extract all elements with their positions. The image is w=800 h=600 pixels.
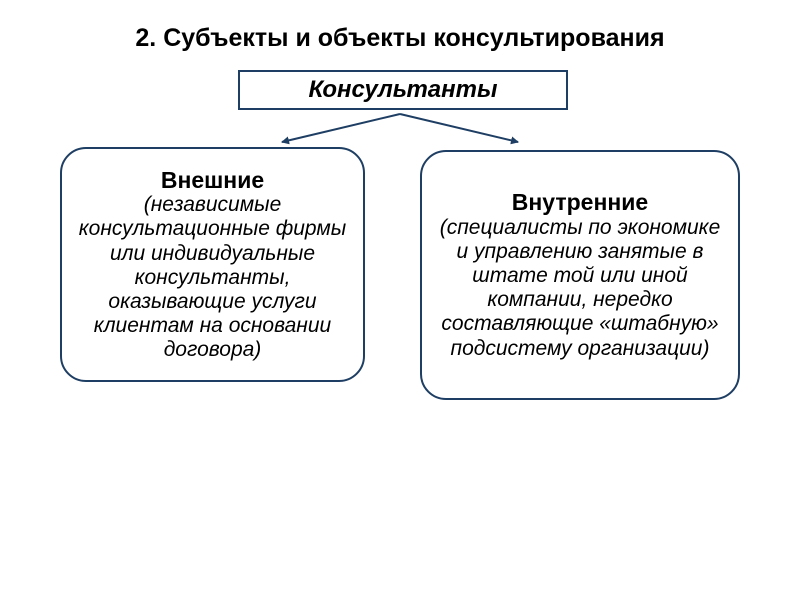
child-desc-internal: (специалисты по экономике и управлению з…: [436, 216, 724, 361]
child-desc-external: (независимые консультационные фирмы или …: [76, 193, 349, 362]
root-node-label: Консультанты: [309, 76, 498, 104]
root-node: Консультанты: [238, 70, 568, 110]
split-arrows: [260, 110, 540, 150]
child-node-external: Внешние (независимые консультационные фи…: [60, 147, 365, 382]
child-title-external: Внешние: [161, 167, 264, 193]
child-node-internal: Внутренние (специалисты по экономике и у…: [420, 150, 740, 400]
diagram-title-text: 2. Субъекты и объекты консультирования: [135, 24, 664, 52]
child-title-internal: Внутренние: [512, 189, 648, 215]
diagram-canvas: 2. Субъекты и объекты консультирования К…: [0, 0, 800, 600]
diagram-title: 2. Субъекты и объекты консультирования: [0, 24, 800, 53]
